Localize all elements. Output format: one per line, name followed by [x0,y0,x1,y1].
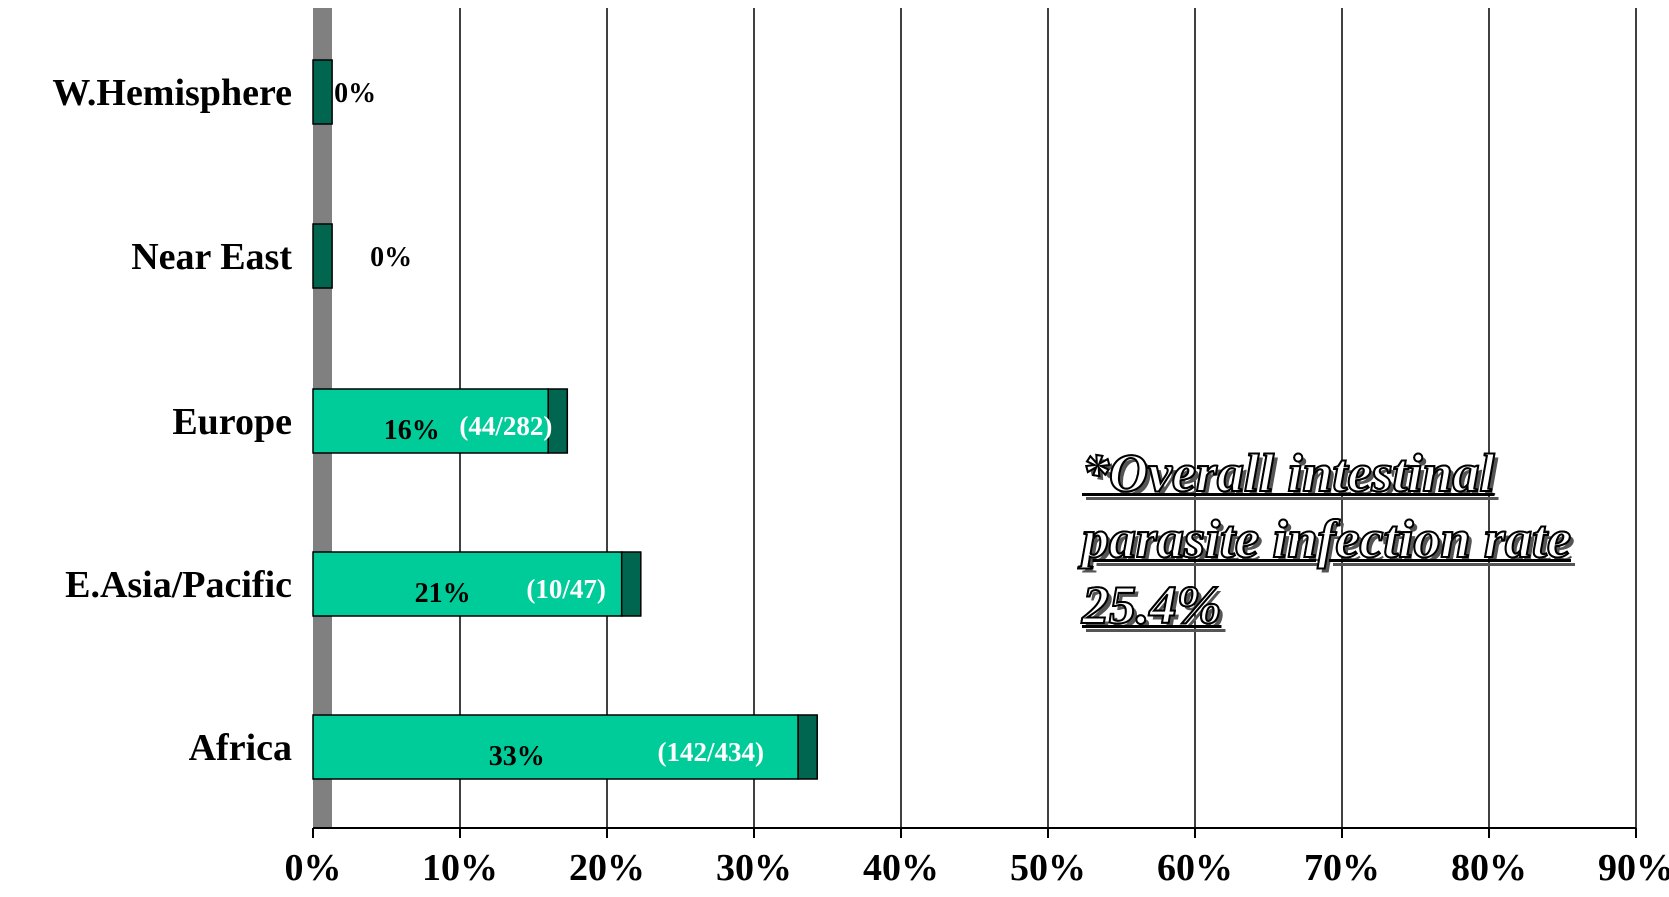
x-tick-label: 80% [1451,847,1527,889]
annotation-line-1: *Overall intestinal [1081,442,1496,504]
bar-primary [312,551,623,617]
x-tick-label: 60% [1157,847,1233,889]
category-label: Near East [131,236,292,278]
count-label: (142/434) [658,737,764,767]
percent-label: 16% [384,415,440,446]
percent-label: 0% [334,78,376,109]
bar-primary [312,388,549,454]
bar-secondary [312,223,333,289]
x-tick-label: 70% [1304,847,1380,889]
x-tick-label: 50% [1010,847,1086,889]
x-tick-label: 10% [422,847,498,889]
x-tick-label: 0% [285,847,342,889]
count-label: (10/47) [526,574,605,604]
bar-primary [312,714,799,780]
count-label: (44/282) [459,411,552,441]
percent-label: 21% [415,578,471,609]
category-label: W.Hemisphere [52,72,292,114]
x-tick-label: 20% [569,847,645,889]
annotation-line-2: parasite infection rate [1081,508,1572,570]
category-label: Africa [189,727,292,769]
overall-rate-annotation: *Overall intestinal parasite infection r… [1081,440,1662,638]
x-tick-label: 90% [1598,847,1669,889]
percent-label: 0% [370,242,412,273]
percent-label: 33% [489,741,545,772]
x-tick-label: 40% [863,847,939,889]
category-label: E.Asia/Pacific [65,564,292,606]
bar-secondary [312,59,333,125]
bar-secondary [797,714,818,780]
bar-secondary [620,551,642,617]
category-label: Europe [172,401,292,443]
annotation-line-3: 25.4% [1081,574,1222,636]
bar-secondary [547,388,569,454]
x-tick-label: 30% [716,847,792,889]
